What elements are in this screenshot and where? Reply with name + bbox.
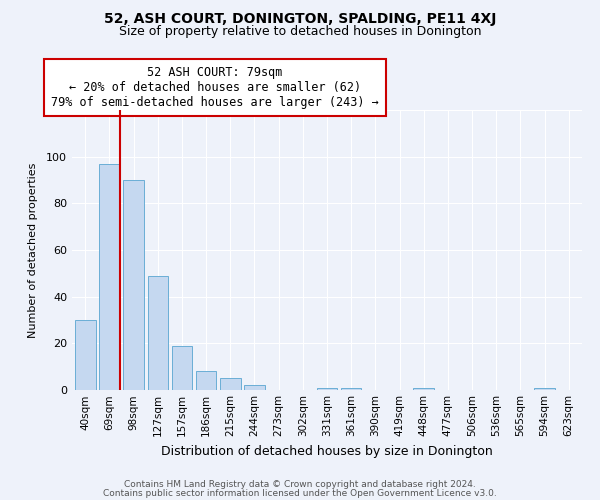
Bar <box>172 346 192 390</box>
Bar <box>220 378 241 390</box>
Bar <box>196 372 217 390</box>
Text: Size of property relative to detached houses in Donington: Size of property relative to detached ho… <box>119 25 481 38</box>
Text: Contains HM Land Registry data © Crown copyright and database right 2024.: Contains HM Land Registry data © Crown c… <box>124 480 476 489</box>
Bar <box>534 388 555 390</box>
Bar <box>124 180 144 390</box>
Bar <box>244 386 265 390</box>
Bar <box>317 388 337 390</box>
Text: 52 ASH COURT: 79sqm
← 20% of detached houses are smaller (62)
79% of semi-detach: 52 ASH COURT: 79sqm ← 20% of detached ho… <box>51 66 379 109</box>
Y-axis label: Number of detached properties: Number of detached properties <box>28 162 38 338</box>
Text: 52, ASH COURT, DONINGTON, SPALDING, PE11 4XJ: 52, ASH COURT, DONINGTON, SPALDING, PE11… <box>104 12 496 26</box>
Bar <box>99 164 120 390</box>
Text: Contains public sector information licensed under the Open Government Licence v3: Contains public sector information licen… <box>103 488 497 498</box>
Bar <box>341 388 361 390</box>
Bar <box>75 320 95 390</box>
Bar <box>413 388 434 390</box>
X-axis label: Distribution of detached houses by size in Donington: Distribution of detached houses by size … <box>161 444 493 458</box>
Bar <box>148 276 168 390</box>
